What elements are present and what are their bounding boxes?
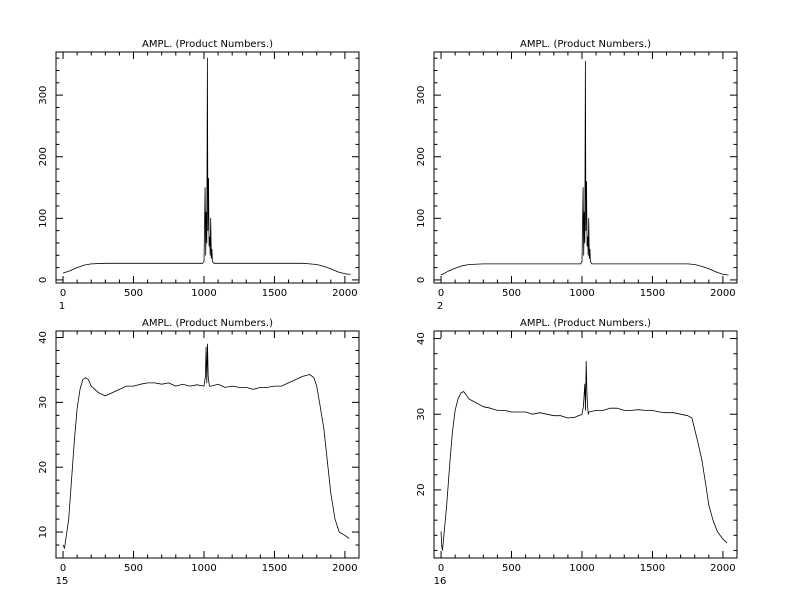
y-tick-label: 300 (38, 86, 49, 105)
x-tick-label: 0 (60, 288, 66, 299)
y-tick-label: 40 (416, 332, 427, 345)
x-tick-label: 1000 (191, 563, 216, 574)
chart-title: AMPL. (Product Numbers.) (142, 39, 273, 50)
y-tick-label: 200 (38, 147, 49, 166)
panel-label: 16 (434, 576, 447, 587)
panel-label: 2 (437, 301, 443, 312)
x-tick-label: 1000 (569, 563, 594, 574)
x-tick-label: 1000 (569, 288, 594, 299)
chart-title: AMPL. (Product Numbers.) (520, 39, 651, 50)
y-tick-label: 40 (38, 331, 49, 344)
x-tick-label: 1500 (262, 563, 287, 574)
x-tick-label: 1500 (640, 288, 665, 299)
series-line (440, 360, 728, 551)
x-tick-label: 500 (502, 288, 521, 299)
series-line (62, 57, 351, 275)
chart-panel: AMPL. (Product Numbers.) 15 0 500 1000 1500 20… (38, 318, 360, 587)
chart-panel: AMPL. (Product Numbers.)20 500 1000 1500 200… (416, 39, 738, 312)
series-line (440, 60, 729, 276)
plot-frame (55, 330, 360, 559)
y-tick-label: 30 (38, 396, 49, 409)
y-tick-label: 20 (38, 461, 49, 474)
y-tick-label: 0 (38, 277, 49, 283)
y-tick-label: 200 (416, 147, 427, 166)
x-tick-label: 2000 (332, 563, 357, 574)
x-tick-label: 1500 (640, 563, 665, 574)
y-tick-label: 100 (38, 209, 49, 228)
x-tick-label: 500 (124, 563, 143, 574)
y-tick-label: 0 (416, 277, 427, 283)
x-tick-label: 2000 (710, 288, 735, 299)
x-tick-label: 1000 (191, 288, 216, 299)
x-tick-label: 0 (60, 563, 66, 574)
chart-title: AMPL. (Product Numbers.) (142, 318, 273, 329)
series-line (62, 343, 350, 549)
y-tick-label: 30 (416, 408, 427, 421)
x-tick-label: 500 (124, 288, 143, 299)
y-tick-label: 300 (416, 86, 427, 105)
plot-frame (55, 51, 360, 284)
x-tick-label: 1500 (262, 288, 287, 299)
y-tick-label: 100 (416, 209, 427, 228)
x-tick-label: 2000 (332, 288, 357, 299)
chart-panel: AMPL. (Product Numbers.) 16 0 500 1000 1500 20… (416, 318, 738, 587)
x-tick-label: 0 (438, 288, 444, 299)
y-tick-label: 10 (38, 526, 49, 539)
x-tick-label: 0 (438, 563, 444, 574)
panel-label: 1 (59, 301, 65, 312)
plot-frame (433, 51, 738, 284)
y-tick-label: 20 (416, 484, 427, 497)
x-tick-label: 2000 (710, 563, 735, 574)
x-tick-label: 500 (502, 563, 521, 574)
chart-title: AMPL. (Product Numbers.) (520, 318, 651, 329)
chart-panel: AMPL. (Product Numbers.)10 500 1000 1500 200… (38, 39, 360, 312)
panel-label: 15 (56, 576, 69, 587)
plot-frame (433, 330, 738, 559)
